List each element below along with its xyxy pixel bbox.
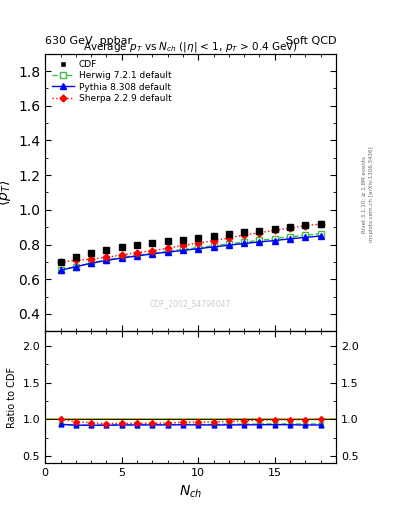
Y-axis label: Ratio to CDF: Ratio to CDF <box>7 367 17 428</box>
Text: 630 GeV  ppbar: 630 GeV ppbar <box>45 36 132 46</box>
Text: mcplots.cern.ch [arXiv:1306.3436]: mcplots.cern.ch [arXiv:1306.3436] <box>369 147 375 242</box>
Text: Rivet 3.1.10; ≥ 1.8M events: Rivet 3.1.10; ≥ 1.8M events <box>362 156 367 233</box>
Text: CDF_2002_S4796047: CDF_2002_S4796047 <box>150 299 231 308</box>
Text: Soft QCD: Soft QCD <box>286 36 336 46</box>
Legend: CDF, Herwig 7.2.1 default, Pythia 8.308 default, Sherpa 2.2.9 default: CDF, Herwig 7.2.1 default, Pythia 8.308 … <box>50 58 173 104</box>
Y-axis label: $\langle p_T \rangle$: $\langle p_T \rangle$ <box>0 179 13 206</box>
X-axis label: $N_{ch}$: $N_{ch}$ <box>179 484 202 500</box>
Title: Average $p_T$ vs $N_{ch}$ ($|\eta|$ < 1, $p_T$ > 0.4 GeV): Average $p_T$ vs $N_{ch}$ ($|\eta|$ < 1,… <box>83 40 298 54</box>
